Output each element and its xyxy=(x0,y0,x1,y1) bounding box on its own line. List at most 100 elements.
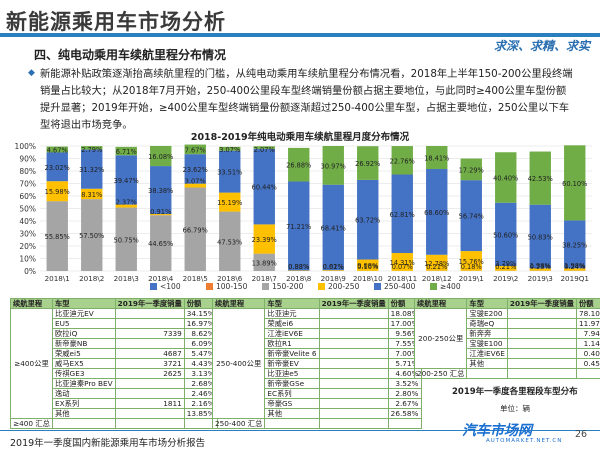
legend-label: 200-250 xyxy=(328,282,360,291)
data-label: 0.21% xyxy=(495,263,516,271)
data-label: 63.72% xyxy=(355,217,380,225)
bar-segment xyxy=(391,174,413,254)
column-header: 续航里程 xyxy=(10,298,53,309)
total-cell xyxy=(318,418,389,429)
sales-cell xyxy=(318,358,389,369)
model-cell: 新帝豪Velite 6 xyxy=(264,348,320,359)
bar-segment xyxy=(426,254,448,271)
legend-label: 250-400 xyxy=(384,282,416,291)
bar-segment xyxy=(253,253,275,271)
data-label: 42.53% xyxy=(528,175,553,183)
sales-cell xyxy=(114,378,185,389)
data-label: 68.41% xyxy=(321,224,346,232)
data-label: 7.67% xyxy=(185,146,206,154)
column-header: 车型 xyxy=(466,298,508,309)
page-number: 26 xyxy=(575,429,588,440)
bar-segment xyxy=(115,146,137,156)
data-label: 18.41% xyxy=(424,155,449,163)
sales-cell xyxy=(506,318,577,329)
share-cell: 26.58% xyxy=(387,408,422,419)
data-label: 66.79% xyxy=(183,226,208,234)
data-label: 31.32% xyxy=(79,166,104,174)
share-cell: 2.67% xyxy=(387,398,422,409)
data-label: 56.74% xyxy=(459,213,484,221)
chart-title: 2018-2019年纯电动乘用车续航里程月度分布情况 xyxy=(190,132,410,143)
x-tick-label: 2018\2 xyxy=(79,274,104,283)
total-label: 200-250 汇总 xyxy=(413,368,468,379)
data-label: 1.98% xyxy=(564,262,585,270)
data-label: 12.78% xyxy=(424,260,449,268)
bar-segment xyxy=(564,145,586,221)
bar-segment xyxy=(219,192,241,212)
x-tick-label: 2018\4 xyxy=(148,274,174,283)
sales-cell xyxy=(506,338,577,349)
table-caption: 2019年一季度各里程段车型分布 xyxy=(452,387,578,397)
model-cell: EC系列 xyxy=(264,388,320,399)
model-cell: 欧拉R1 xyxy=(264,338,320,349)
bar-segment xyxy=(529,151,551,205)
table-row: 新帝豪GSe 3.52% xyxy=(213,378,422,389)
table-400-plus: 续航里程 车型 2019年一季度销量 份额 ≥400公里 比亚迪元EV 34.15% EU5 1… xyxy=(10,298,218,429)
data-label: 0.07% xyxy=(392,263,413,271)
bar-segment xyxy=(322,184,344,271)
data-label: 38.38% xyxy=(148,187,173,195)
share-cell: 0.40% xyxy=(575,348,600,359)
sales-cell xyxy=(506,358,577,369)
legend-swatch xyxy=(150,283,157,290)
bar-segment xyxy=(219,150,241,193)
total-cell xyxy=(264,418,320,429)
page-title: 新能源乘用车市场分析 xyxy=(6,10,226,34)
bar-segment xyxy=(150,166,172,215)
range-group-cell: 250-400公里 xyxy=(211,308,266,419)
bar-segment xyxy=(46,201,68,271)
total-cell xyxy=(575,368,600,379)
sales-cell xyxy=(318,308,389,319)
table-total-row: ≥400 汇总 xyxy=(10,418,218,429)
bar-segment xyxy=(184,154,206,184)
bar-segment xyxy=(495,202,517,266)
sales-cell xyxy=(318,338,389,349)
total-cell xyxy=(387,418,422,429)
bar-segment xyxy=(322,270,344,271)
x-tick-label: 2018\6 xyxy=(217,274,243,283)
sales-cell: 3721 xyxy=(114,358,185,369)
x-tick-label: 2018\1 xyxy=(45,274,70,283)
model-cell: 新帝豪NB xyxy=(51,338,116,349)
x-tick-label: 2018\5 xyxy=(183,274,208,283)
bar-segment xyxy=(115,155,137,205)
column-header: 份额 xyxy=(575,298,600,309)
bar-segment xyxy=(184,183,206,188)
column-header: 续航里程 xyxy=(211,298,266,309)
automarket-logo-url: AUTOMARKET.NET.CN xyxy=(486,438,563,444)
table-row: 250-400公里 比亚迪元 18.08% xyxy=(211,308,422,419)
bar-segment xyxy=(184,144,206,155)
range-group-cell: ≥400公里 xyxy=(10,308,53,419)
data-label: 26.88% xyxy=(286,162,311,170)
bar-segment xyxy=(426,146,448,170)
model-cell: 江淮iEV6E xyxy=(264,328,320,339)
data-label: 1.98% xyxy=(530,262,551,270)
bar-segment xyxy=(460,158,482,181)
share-cell: 3.52% xyxy=(387,378,422,389)
model-cell: 其他 xyxy=(51,408,116,419)
data-label: 0.91% xyxy=(150,208,171,216)
footer-text: 2019年一季度国内新能源乘用车市场分析报告 xyxy=(10,438,206,449)
data-label: 50.83% xyxy=(528,233,553,241)
sales-cell xyxy=(114,318,185,329)
model-cell: 新帝豪GSe xyxy=(264,378,320,389)
model-cell: EU5 xyxy=(51,318,116,329)
y-tick-label: 50% xyxy=(19,205,36,214)
column-header: 2019年一季度销量 xyxy=(318,298,389,309)
data-label: 0.62% xyxy=(323,263,344,271)
bar-segment xyxy=(253,224,275,254)
data-label: 22.76% xyxy=(390,157,415,165)
slogan: 求深、求精、求实 xyxy=(493,39,590,53)
sales-cell xyxy=(506,308,577,319)
model-cell: 宝骏E200 xyxy=(466,308,508,319)
total-label: ≥400 汇总 xyxy=(10,418,53,429)
bar-segment xyxy=(357,259,379,271)
x-tick-label: 2018\7 xyxy=(252,274,277,283)
sales-cell xyxy=(114,388,185,399)
bar-segment xyxy=(460,251,482,271)
sales-cell xyxy=(318,398,389,409)
